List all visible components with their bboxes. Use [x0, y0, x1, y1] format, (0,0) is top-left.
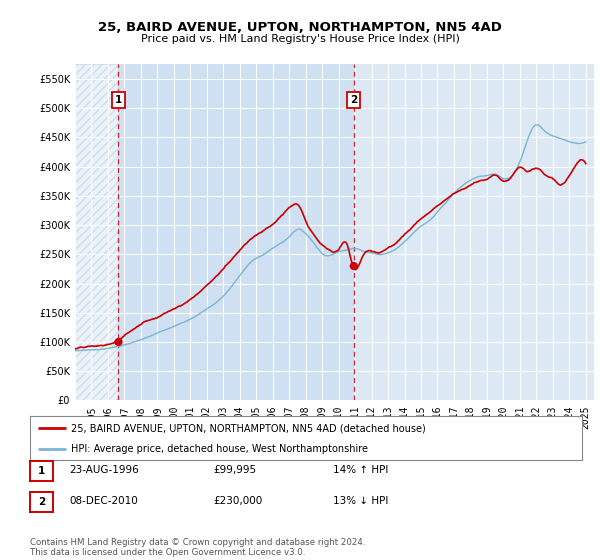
Text: Contains HM Land Registry data © Crown copyright and database right 2024.
This d: Contains HM Land Registry data © Crown c… — [30, 538, 365, 557]
Point — [349, 262, 359, 270]
Point — [113, 338, 123, 347]
Text: 25, BAIRD AVENUE, UPTON, NORTHAMPTON, NN5 4AD: 25, BAIRD AVENUE, UPTON, NORTHAMPTON, NN… — [98, 21, 502, 34]
Text: 14% ↑ HPI: 14% ↑ HPI — [333, 465, 388, 475]
Text: £230,000: £230,000 — [213, 496, 262, 506]
Text: 1: 1 — [115, 95, 122, 105]
Text: Price paid vs. HM Land Registry's House Price Index (HPI): Price paid vs. HM Land Registry's House … — [140, 34, 460, 44]
Text: 23-AUG-1996: 23-AUG-1996 — [69, 465, 139, 475]
Bar — [75, 64, 118, 400]
Text: 2: 2 — [350, 95, 358, 105]
Text: HPI: Average price, detached house, West Northamptonshire: HPI: Average price, detached house, West… — [71, 444, 368, 454]
Text: 13% ↓ HPI: 13% ↓ HPI — [333, 496, 388, 506]
Text: £99,995: £99,995 — [213, 465, 256, 475]
Bar — [118, 64, 354, 400]
Text: 1: 1 — [38, 466, 45, 476]
Text: 08-DEC-2010: 08-DEC-2010 — [69, 496, 138, 506]
Text: 2: 2 — [38, 497, 45, 507]
Text: 25, BAIRD AVENUE, UPTON, NORTHAMPTON, NN5 4AD (detached house): 25, BAIRD AVENUE, UPTON, NORTHAMPTON, NN… — [71, 423, 426, 433]
